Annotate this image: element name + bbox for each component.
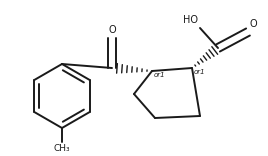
Text: HO: HO <box>183 15 198 25</box>
Text: O: O <box>250 19 258 29</box>
Text: O: O <box>108 25 116 35</box>
Text: or1: or1 <box>154 72 166 78</box>
Text: or1: or1 <box>194 69 206 75</box>
Text: CH₃: CH₃ <box>54 144 70 153</box>
